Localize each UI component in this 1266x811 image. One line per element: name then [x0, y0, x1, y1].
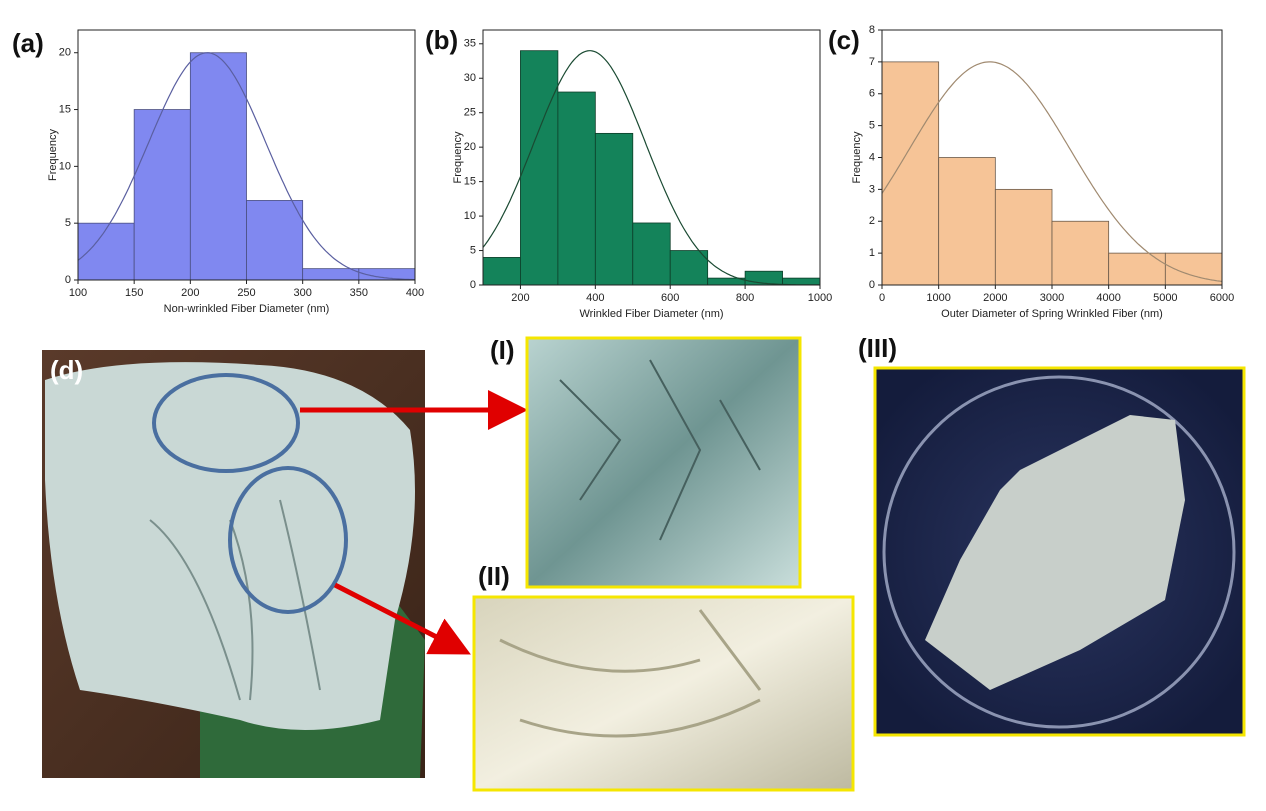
y-tick-label: 20 — [59, 47, 71, 59]
bar — [246, 200, 304, 281]
x-tick-label: 0 — [879, 292, 885, 304]
x-tick-label: 200 — [181, 287, 199, 299]
panel-label: (c) — [828, 25, 860, 55]
y-tick-label: 15 — [464, 176, 476, 188]
bar — [938, 157, 996, 286]
bar — [594, 132, 634, 286]
fit-curve — [77, 52, 415, 281]
panel-label: (I) — [490, 335, 515, 365]
panel-label: (III) — [858, 333, 897, 363]
x-axis-label: Non-wrinkled Fiber Diameter (nm) — [164, 303, 330, 315]
photo-iii: (III) — [858, 333, 1246, 737]
y-tick-label: 0 — [470, 279, 476, 291]
photo-d: (d) — [42, 350, 528, 778]
x-tick-label: 400 — [586, 292, 604, 304]
y-tick-label: 7 — [869, 56, 875, 68]
y-tick-label: 1 — [869, 247, 875, 259]
x-tick-label: 400 — [406, 287, 424, 299]
bar — [1051, 220, 1110, 286]
x-axis-label: Outer Diameter of Spring Wrinkled Fiber … — [941, 308, 1163, 320]
bar — [77, 222, 135, 281]
plot-frame — [482, 29, 821, 286]
x-tick-label: 100 — [69, 287, 87, 299]
y-tick-label: 35 — [464, 38, 476, 50]
x-tick-label: 3000 — [1040, 292, 1064, 304]
bar — [557, 91, 596, 286]
photo-ii: (II) — [472, 561, 855, 792]
panel-label: (II) — [478, 561, 510, 591]
y-tick-label: 25 — [464, 107, 476, 119]
bar — [133, 109, 191, 281]
y-tick-label: 5 — [470, 244, 476, 256]
fit-curve — [482, 50, 821, 286]
bar — [1108, 252, 1166, 286]
x-tick-label: 600 — [661, 292, 679, 304]
x-tick-label: 150 — [125, 287, 143, 299]
bar — [482, 257, 521, 286]
bar — [994, 188, 1053, 286]
bar — [520, 50, 559, 286]
y-tick-label: 10 — [59, 160, 71, 172]
bar — [189, 52, 247, 281]
x-tick-label: 5000 — [1153, 292, 1177, 304]
y-tick-label: 5 — [65, 217, 71, 229]
photo-i: (I) — [490, 335, 802, 589]
x-axis-label: Wrinkled Fiber Diameter (nm) — [579, 308, 723, 320]
y-axis-label: Frequency — [452, 131, 464, 183]
panel-label: (b) — [425, 25, 458, 55]
x-tick-label: 300 — [293, 287, 311, 299]
y-tick-label: 10 — [464, 210, 476, 222]
x-tick-label: 800 — [736, 292, 754, 304]
x-tick-label: 1000 — [926, 292, 950, 304]
fit-curve — [881, 61, 1223, 283]
panel-label: (a) — [12, 28, 44, 58]
y-tick-label: 5 — [869, 120, 875, 132]
y-tick-label: 0 — [869, 279, 875, 291]
bar — [669, 250, 709, 286]
x-tick-label: 200 — [511, 292, 529, 304]
y-tick-label: 3 — [869, 183, 875, 195]
x-tick-label: 6000 — [1210, 292, 1234, 304]
y-tick-label: 15 — [59, 103, 71, 115]
x-tick-label: 2000 — [983, 292, 1007, 304]
x-tick-label: 350 — [350, 287, 368, 299]
bar — [632, 222, 671, 286]
y-tick-label: 30 — [464, 72, 476, 84]
x-tick-label: 4000 — [1096, 292, 1120, 304]
y-tick-label: 20 — [464, 141, 476, 153]
y-tick-label: 0 — [65, 274, 71, 286]
bar — [782, 277, 821, 286]
y-tick-label: 4 — [869, 151, 875, 163]
bar — [302, 268, 360, 281]
y-axis-label: Frequency — [47, 129, 59, 181]
x-tick-label: 1000 — [808, 292, 832, 304]
y-axis-label: Frequency — [851, 131, 863, 183]
y-tick-label: 2 — [869, 215, 875, 227]
x-tick-label: 250 — [237, 287, 255, 299]
y-tick-label: 6 — [869, 88, 875, 100]
bar — [881, 61, 940, 286]
panel-label: (d) — [50, 355, 83, 385]
y-tick-label: 8 — [869, 24, 875, 36]
